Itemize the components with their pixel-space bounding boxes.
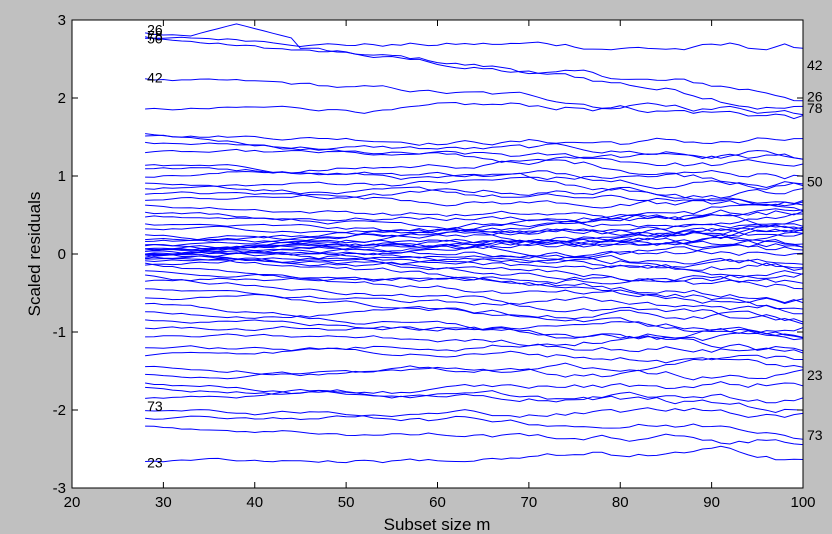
y-tick-label: 3 [58,12,66,29]
y-tick-label: -3 [53,480,66,497]
x-tick-label: 70 [521,494,538,511]
series-line [145,164,803,206]
y-tick-label: 2 [58,90,66,107]
series-line [145,101,803,116]
series-line [145,302,803,352]
series-line [145,293,803,315]
series-line [145,204,803,230]
right-label: 78 [807,100,823,116]
y-tick-label: 0 [58,246,66,263]
series-line [145,213,803,266]
right-label: 73 [807,427,823,443]
series-line [145,133,803,146]
series-line [145,254,803,290]
x-tick-label: 30 [155,494,172,511]
right-label: 26 [807,88,823,104]
series-line [145,321,803,334]
series-line [145,250,803,271]
series-line [145,262,803,310]
x-tick-label: 100 [790,494,815,511]
right-label: 23 [807,367,823,383]
series-line [145,169,803,190]
y-tick-label: -2 [53,402,66,419]
x-tick-label: 20 [64,494,81,511]
series-line [145,209,803,255]
series-line [145,333,803,354]
series-line [145,382,803,414]
x-tick-label: 90 [703,494,720,511]
series-line [145,223,803,246]
x-tick-label: 60 [429,494,446,511]
series-line [145,227,803,259]
series-line [145,257,803,305]
series-line [145,381,803,399]
x-tick-label: 80 [612,494,629,511]
series-line [145,78,803,120]
series-line [145,167,803,190]
series-line [145,225,803,240]
series-line [145,345,803,364]
left-label: 50 [147,31,163,47]
series-line [145,149,803,178]
series-line [145,186,803,201]
right-label: 42 [807,57,823,73]
series-line [145,134,803,190]
series-line [145,445,803,464]
series-line [144,200,803,258]
left-label: 42 [147,70,163,86]
x-tick-label: 50 [338,494,355,511]
series-line [145,326,803,357]
series-line [145,425,803,446]
series-line [145,365,803,381]
y-tick-label: 1 [58,168,66,185]
series-lines [144,23,803,464]
left-label: 23 [147,454,163,470]
series-line [144,36,803,102]
series-line [145,208,803,222]
series-line [145,141,803,160]
left-label: 73 [147,398,163,414]
y-axis-label: Scaled residuals [25,192,44,317]
series-line [145,409,803,440]
series-line [145,407,803,421]
y-tick-label: -1 [53,324,66,341]
series-line [145,357,803,380]
series-line [145,191,803,209]
series-line [145,148,803,167]
x-axis-label: Subset size m [384,515,491,534]
series-line [145,305,803,325]
series-line [145,319,803,342]
series-line [145,386,803,404]
left-label: 78 [147,28,163,44]
series-line [145,274,803,323]
left-label: 26 [147,21,163,37]
series-line [145,248,803,284]
plot-clip [144,23,803,464]
series-line [145,23,803,110]
series-line [145,36,803,51]
right-label: 50 [807,173,823,189]
x-tick-label: 40 [246,494,263,511]
series-line [145,272,803,285]
series-line [145,237,803,255]
